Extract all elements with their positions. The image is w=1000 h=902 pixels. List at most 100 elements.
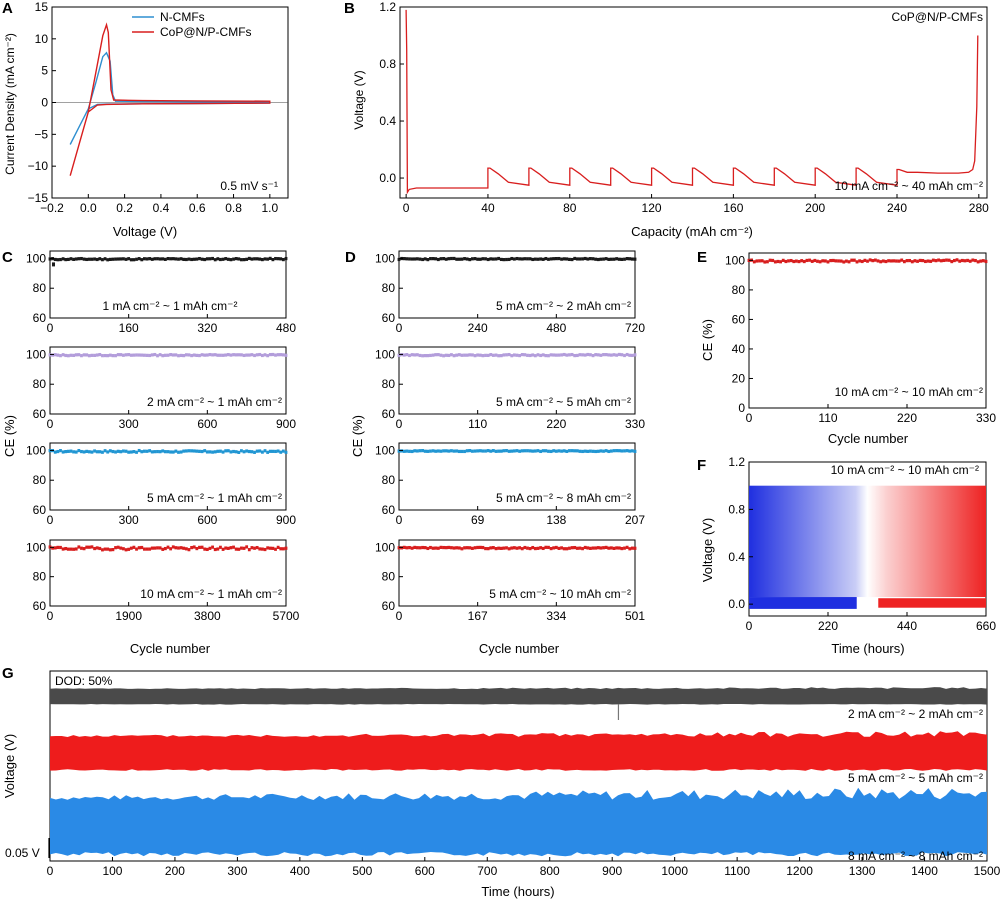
ce-point <box>494 257 498 261</box>
ce-point <box>512 353 516 357</box>
ce-point <box>397 257 401 262</box>
ce-point <box>423 546 427 550</box>
ce-point <box>460 353 464 357</box>
ce-point <box>143 547 146 551</box>
ce-point <box>145 449 149 453</box>
ce-point <box>573 545 577 550</box>
ce-point <box>520 353 524 357</box>
ce-point <box>520 449 524 453</box>
ce-point <box>150 546 154 550</box>
c1-annotation-centered: 1 mA cm⁻² ~ 1 mAh cm⁻² <box>102 299 237 313</box>
ce-point <box>418 449 422 453</box>
ce-point <box>158 546 162 550</box>
ce-point <box>981 259 985 263</box>
ce-point <box>216 547 220 551</box>
ce-point <box>198 256 201 261</box>
ce-point <box>628 257 632 261</box>
ce-point <box>939 259 943 263</box>
ce-point <box>145 353 149 357</box>
ce-point <box>436 353 440 357</box>
b-xtick-label: 120 <box>642 201 662 215</box>
ce-point <box>612 449 616 453</box>
ce-point <box>66 354 70 358</box>
ce-point <box>808 258 811 262</box>
ce-point <box>620 257 624 261</box>
ce-point <box>552 449 556 453</box>
e-xtick-label: 0 <box>746 411 753 425</box>
ce-point <box>101 354 104 358</box>
ce-point <box>74 450 78 454</box>
d3-xtick-label: 0 <box>396 513 403 527</box>
ce-point <box>876 259 880 263</box>
ce-point <box>111 354 115 358</box>
ce-point <box>177 546 180 550</box>
ce-point <box>913 259 917 263</box>
ce-point <box>575 449 579 453</box>
ce-point <box>221 547 225 551</box>
ce-point <box>258 352 262 357</box>
ce-point <box>484 546 487 551</box>
g-xtick-label: 1000 <box>661 864 688 878</box>
ce-point <box>253 257 256 261</box>
ce-point <box>486 449 490 453</box>
d2-xtick-label: 110 <box>468 417 487 431</box>
ce-point <box>779 260 782 264</box>
ce-point <box>852 258 856 262</box>
ce-point <box>926 259 930 263</box>
ce-point <box>510 449 514 453</box>
ce-point <box>171 353 175 357</box>
ce-point <box>69 547 73 551</box>
ce-point <box>633 546 637 550</box>
ce-point <box>581 353 584 357</box>
ce-point <box>573 449 577 453</box>
ce-point <box>476 545 480 550</box>
ce-point <box>623 546 626 550</box>
ce-point <box>69 353 73 357</box>
ce-point <box>135 257 138 261</box>
ce-point <box>562 352 566 357</box>
ce-point <box>132 545 136 549</box>
ce-point <box>897 259 901 263</box>
ce-point <box>792 259 796 264</box>
ce-point <box>116 353 120 357</box>
ce-point <box>510 546 514 550</box>
ce-point <box>570 257 574 262</box>
ce-point <box>617 546 621 550</box>
g-xtick-label: 700 <box>477 864 497 878</box>
ce-point <box>528 257 532 261</box>
ce-point <box>143 257 146 261</box>
ce-point <box>415 353 419 357</box>
e-ylabel: CE (%) <box>700 319 715 361</box>
ce-point <box>953 258 956 263</box>
ce-point <box>114 354 117 358</box>
c-ylabel: CE (%) <box>2 415 17 457</box>
ce-point <box>106 547 110 551</box>
ce-point <box>924 259 927 264</box>
ce-point <box>457 546 461 550</box>
ce-point <box>153 546 157 550</box>
ce-point <box>450 256 453 261</box>
ce-point <box>261 257 264 262</box>
ce-point <box>502 546 506 550</box>
ce-point <box>468 449 472 453</box>
ce-point <box>166 256 170 261</box>
a-xtick-label: 0.6 <box>189 201 206 215</box>
ce-point <box>502 353 506 357</box>
ce-point <box>594 257 598 261</box>
c4-annotation: 10 mA cm⁻² ~ 1 mAh cm⁻² <box>140 587 282 601</box>
ce-point <box>523 449 527 453</box>
ce-point <box>200 545 204 549</box>
ce-point <box>523 353 527 357</box>
ce-point <box>599 257 603 261</box>
ce-point <box>781 258 785 262</box>
ce-point <box>232 545 235 549</box>
a-ytick-label: −10 <box>28 159 49 173</box>
e-xtick-label: 110 <box>818 411 837 425</box>
c3-annotation: 5 mA cm⁻² ~ 1 mAh cm⁻² <box>147 491 282 505</box>
ce-point <box>129 450 133 454</box>
ce-point <box>122 547 125 551</box>
ce-point <box>623 257 626 261</box>
ce-point <box>434 257 438 261</box>
ce-point <box>478 545 482 549</box>
